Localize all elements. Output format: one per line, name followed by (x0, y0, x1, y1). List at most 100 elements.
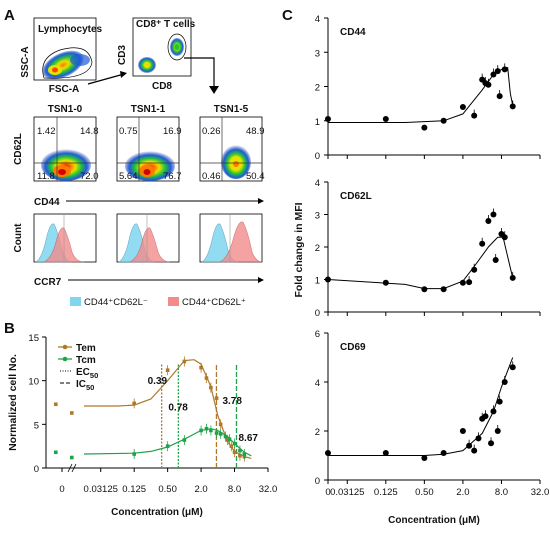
c-cd69-point (421, 454, 428, 461)
c-cd44-fit (328, 67, 514, 123)
c-cd44-y-tick-label: 1 (315, 117, 320, 128)
c-x-tick-label: 32.0 (531, 487, 550, 498)
b-point-zero-tcm (70, 455, 74, 460)
c-cd62l-y-tick-label: 0 (315, 308, 320, 319)
c-cd62l-fit (327, 236, 514, 290)
b-x-tick-label: 0.03125 (84, 484, 118, 495)
histogram-tsn1-0 (33, 213, 97, 263)
c-cd69-point (496, 398, 503, 405)
c-cd44-point (496, 93, 503, 100)
legend-label-2: CD44⁺CD62L⁺ (182, 297, 246, 308)
condition-title-1: TSN1-1 (131, 104, 166, 115)
c-x-tick-label: 8.0 (495, 487, 508, 498)
b-point-tem (132, 401, 136, 406)
b-x-tick-label: 8.0 (228, 484, 241, 495)
histogram-tsn1-5 (199, 213, 263, 263)
b-point-tem (165, 368, 170, 372)
b-fit-tem (84, 359, 252, 459)
b-point-tem (238, 453, 242, 458)
c-cd69-point (490, 408, 497, 415)
c-cd44-point (509, 103, 516, 110)
gate-xlabel-fsc: FSC-A (49, 84, 80, 95)
histogram-xlabel: CCR7 (34, 277, 62, 288)
panel-b-chart: 0 5 10 15 0 0.03125 0.125 0.50 2.0 8.0 32.0 Concent… (7, 333, 277, 518)
quadrant-plot-tsn1-5: TSN1-5 0.26 48.9 0.46 50.4 (199, 104, 265, 182)
b-point-tem (229, 444, 234, 448)
quadrant-lr-1: 76.7 (163, 171, 182, 182)
quadrant-ul-1: 0.75 (119, 126, 138, 137)
c-cd62l-point (490, 211, 497, 218)
c-cd44-point (382, 116, 389, 123)
c-cd62l-point (492, 257, 499, 263)
c-cd44-y-tick-label: 2 (315, 83, 320, 94)
c-x-tick-label: 0.03125 (330, 487, 364, 498)
gate-arrow-2 (184, 57, 215, 88)
c-cd62l-point (421, 286, 428, 293)
c-x-tick-label: 0.50 (415, 487, 434, 498)
c-cd69-point (324, 450, 331, 457)
b-point-tcm (182, 438, 187, 442)
b-point-tem (204, 376, 209, 380)
c-x-axis-label: Concentration (μM) (388, 515, 480, 526)
quadrant-ll-1: 5.64 (119, 171, 138, 182)
c-cd69-point (440, 450, 447, 457)
c-cd44-point (494, 68, 501, 75)
gate-arrowhead-1 (120, 71, 127, 78)
c-cd62l-y-tick-label: 3 (315, 211, 320, 222)
c-cd62l-y-tick-label: 1 (315, 276, 320, 287)
b-point-tcm (227, 437, 232, 441)
quadrant-ul-2: 0.26 (202, 126, 221, 137)
b-annotation: 0.39 (148, 376, 168, 387)
c-cd44-y-tick-label: 3 (315, 48, 320, 59)
b-point-tcm (132, 452, 136, 456)
c-cd69-point (488, 440, 495, 447)
histogram-ylabel: Count (13, 223, 24, 253)
b-point-tcm (204, 426, 209, 431)
b-point-tcm (223, 434, 228, 439)
c-cd62l-point (324, 276, 331, 283)
quadrant-ll-0: 11.8 (37, 171, 55, 182)
c-cd44-point (501, 66, 508, 73)
gating-plot-cd8: CD8⁺ T cells CD3 CD8 (117, 17, 196, 92)
b-point-tcm (238, 448, 242, 453)
b-annotation: 0.78 (168, 402, 188, 413)
quadrant-ur-0: 14.8 (80, 126, 99, 137)
gate-ylabel-ssc: SSC-A (20, 46, 31, 77)
b-point-tcm (242, 452, 247, 456)
b-x-tick-label: 32.0 (259, 484, 278, 495)
b-legend-marker-tcm (62, 356, 68, 362)
gate-xlabel-cd8: CD8 (152, 81, 172, 92)
condition-title-2: TSN1-5 (214, 104, 249, 115)
c-cd69-point (466, 442, 473, 449)
c-cd69-y-tick-label: 2 (315, 427, 320, 438)
quadrant-ll-2: 0.46 (202, 171, 221, 182)
c-cd44-point (324, 116, 331, 123)
b-y-tick-label: 10 (28, 377, 39, 388)
quadrant-lr-2: 50.4 (246, 171, 265, 182)
c-x-tick-label-zero: 0 (325, 487, 330, 498)
panel-b-label: B (4, 320, 15, 337)
c-cd62l-point (479, 240, 486, 247)
b-legend-marker-tem (62, 344, 68, 350)
panel-a-label: A (4, 7, 15, 24)
c-cd62l-point (501, 234, 508, 241)
c-cd69-point (382, 450, 389, 457)
c-cd44-point (421, 124, 428, 131)
c-cd62l-point (459, 279, 466, 286)
histogram-tsn1-1 (116, 213, 180, 263)
c-cd69-y-tick-label: 6 (315, 329, 320, 340)
b-point-tcm (209, 428, 213, 433)
b-point-zero-tem (70, 411, 74, 415)
b-point-tem (209, 385, 213, 390)
b-x-tick-label: 0.50 (158, 484, 177, 495)
c-cd44-point (490, 71, 497, 78)
c-cd44-point (440, 117, 447, 124)
b-point-tcm (218, 432, 223, 436)
b-legend-label-tcm: Tcm (76, 355, 96, 366)
c-cd69-y-tick-label: 4 (315, 378, 320, 389)
quadrant-ylabel: CD62L (13, 133, 24, 165)
b-point-tem (214, 396, 219, 400)
c-cd62l-point (382, 279, 389, 286)
b-point-tem (218, 422, 223, 427)
gate-ylabel-cd3: CD3 (117, 45, 128, 65)
